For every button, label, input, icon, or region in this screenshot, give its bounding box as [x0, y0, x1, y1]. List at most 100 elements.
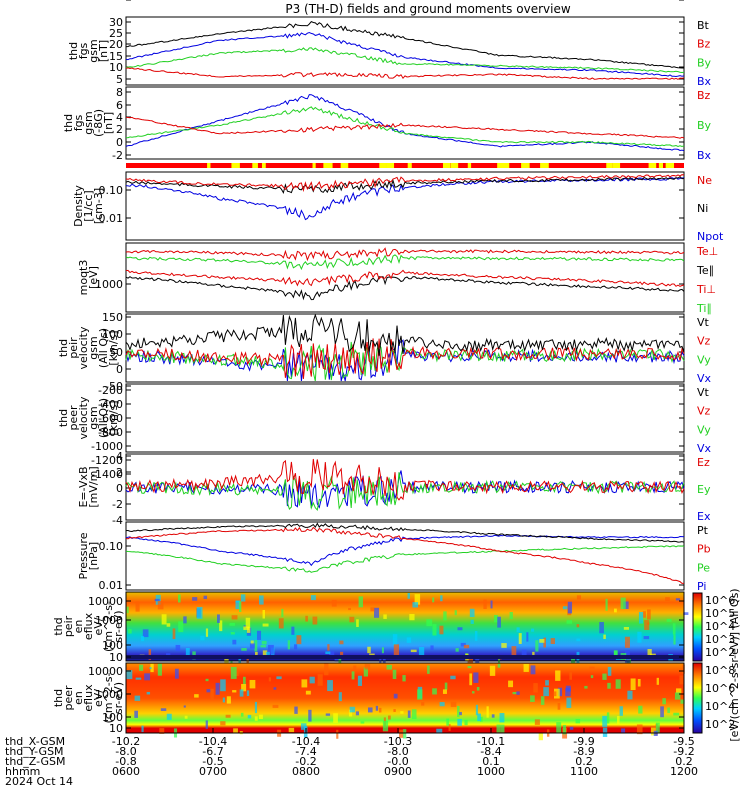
spectrogram-cell — [602, 715, 608, 727]
spectrogram-cell — [392, 634, 398, 646]
y-axis-label: fgs — [77, 42, 90, 59]
spectrogram-cell — [333, 713, 338, 723]
colorbar-tick: 10^2 — [705, 718, 735, 731]
spectrogram-cell — [205, 678, 209, 682]
spectrogram-cell — [185, 648, 190, 659]
spectrogram-cell — [619, 706, 623, 716]
y-axis-label: en — [72, 691, 85, 705]
series-line-bz — [125, 116, 685, 139]
spectrogram-cell — [476, 686, 480, 691]
spectrogram-cell — [531, 628, 535, 632]
spectrogram-cell — [310, 595, 316, 601]
spectrogram-cell — [569, 726, 574, 730]
y-tick-label: 2 — [116, 123, 123, 136]
series-line-ne — [125, 174, 685, 193]
spectrogram-cell — [205, 720, 208, 729]
spectrogram-cell — [256, 630, 262, 640]
legend-entry: Bz — [697, 38, 711, 51]
spectrogram-cell — [325, 713, 331, 716]
status-bar-mark — [442, 163, 451, 168]
spectrogram-cell — [374, 607, 380, 618]
spectrogram-cell — [273, 687, 277, 690]
spectrogram-cell — [230, 632, 235, 635]
spectrogram-cell — [470, 619, 474, 624]
series-line-vy — [125, 341, 685, 382]
spectrogram-cell — [294, 644, 298, 650]
spectrogram-cell — [194, 694, 199, 698]
legend-entry: Bz — [697, 89, 711, 102]
spectrogram-cell — [486, 706, 489, 718]
spectrogram-cell — [240, 594, 246, 602]
spectrogram-cell — [432, 624, 437, 636]
spectrogram-cell — [291, 626, 295, 635]
x-tick-label: -6.7 — [202, 745, 223, 758]
spectrogram-cell — [338, 657, 342, 666]
y-axis-label: gsm — [87, 336, 100, 359]
spectrogram-cell — [532, 651, 535, 658]
y-tick-label: 0.01 — [99, 212, 124, 225]
spectrogram — [126, 592, 684, 661]
spectrogram-cell — [241, 684, 247, 692]
y-tick-label: 6 — [116, 99, 123, 112]
legend-entry: By — [697, 56, 712, 69]
spectrogram-cell — [439, 702, 445, 707]
spectrogram-cell — [603, 634, 606, 639]
spectrogram-cell — [467, 658, 474, 667]
spectrogram-cell — [673, 712, 680, 716]
spectrogram-cell — [512, 691, 517, 695]
legend-entry: Vz — [697, 405, 711, 418]
panel-frame — [125, 521, 685, 591]
y-tick-label: 50 — [109, 346, 123, 359]
spectrogram-cell — [134, 710, 138, 718]
y-axis-label: sr-eV) — [112, 610, 125, 642]
status-bar-mark — [386, 163, 395, 168]
spectrogram-cell — [254, 716, 258, 721]
y-axis-label: (cm^2-s- — [102, 601, 115, 652]
spectrogram-cell — [348, 607, 351, 611]
y-axis-label: Pressure — [77, 532, 90, 579]
spectrogram-cell — [262, 623, 269, 627]
status-bar-mark — [658, 163, 663, 168]
panel-p8: 0.10 0.01 Pressure[nPa] Pt Pb Pe Pi — [77, 521, 711, 593]
spectrogram-cell — [254, 640, 258, 652]
y-tick-label: 4 — [116, 450, 123, 463]
status-bar-fill — [126, 163, 684, 168]
y-axis-label: (All Qs) — [97, 398, 110, 438]
spectrogram-cell — [569, 672, 572, 680]
spectrogram-cell — [400, 711, 404, 714]
spectrogram-cell — [533, 683, 538, 693]
spectrogram-cell — [443, 611, 447, 621]
y-axis-label: gsm — [87, 39, 100, 62]
y-tick-label: 100 — [102, 328, 123, 341]
spectrogram-cell — [160, 708, 167, 711]
legend-entry: Te⊥ — [696, 245, 718, 258]
spectrogram-cell — [511, 646, 517, 656]
spectrogram-cell — [662, 698, 666, 705]
spectrogram-cell — [268, 677, 272, 682]
spectrogram-cell — [617, 715, 620, 725]
spectrogram-cell — [246, 656, 249, 668]
spectrogram-cell — [255, 651, 258, 658]
spectrogram-cell — [647, 609, 651, 620]
y-tick-label: -2 — [112, 498, 123, 511]
spectrogram-cell — [357, 675, 363, 686]
spectrogram-cell — [139, 664, 144, 671]
series-line-ni — [125, 176, 684, 195]
legend-entry: Vz — [697, 335, 711, 348]
status-bar-mark — [340, 163, 349, 168]
legend-entry: Te∥ — [696, 264, 714, 277]
spectrogram-cell — [276, 676, 282, 680]
legend-entry: Pe — [697, 561, 710, 574]
spectrogram-cell — [666, 618, 672, 622]
y-tick-label: 20 — [109, 38, 123, 51]
x-tick-label: -0.0 — [387, 755, 408, 768]
spectrogram-cell — [135, 677, 142, 680]
y-axis-label: velocity — [77, 326, 90, 369]
y-tick-label: -50 — [105, 380, 123, 393]
y-axis-label: thd — [57, 409, 70, 427]
legend-entry: Pt — [697, 524, 709, 537]
spectrogram-cell — [128, 629, 132, 634]
spectrogram-cell — [411, 709, 417, 720]
spectrogram-cell — [660, 706, 664, 718]
y-axis-label: (-8G) — [92, 109, 105, 137]
